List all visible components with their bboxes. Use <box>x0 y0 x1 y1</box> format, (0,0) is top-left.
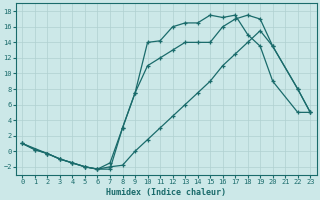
X-axis label: Humidex (Indice chaleur): Humidex (Indice chaleur) <box>106 188 226 197</box>
